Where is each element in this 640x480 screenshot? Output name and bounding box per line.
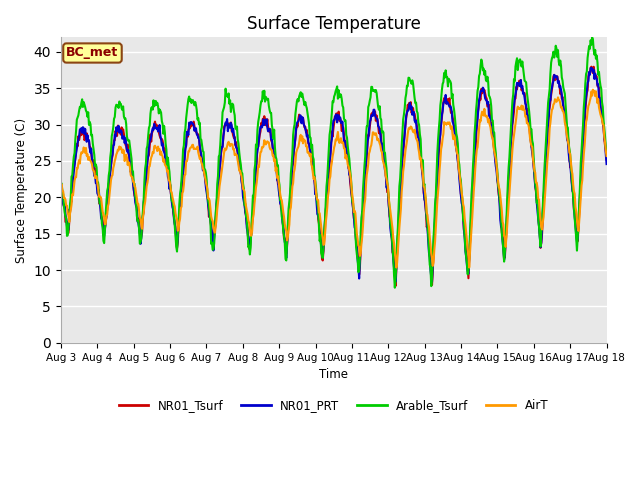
NR01_Tsurf <box>401 131 408 136</box>
Arable_Tsurf <box>401 105 408 111</box>
Legend: NR01_Tsurf, NR01_PRT, Arable_Tsurf, AirT: NR01_Tsurf, NR01_PRT, Arable_Tsurf, AirT <box>114 395 553 417</box>
Arable_Tsurf <box>588 35 596 40</box>
AirT <box>417 155 424 160</box>
NR01_PRT <box>428 279 436 285</box>
Line: NR01_PRT: NR01_PRT <box>61 68 607 282</box>
NR01_PRT <box>207 223 215 228</box>
AirT <box>589 87 596 93</box>
NR01_PRT <box>57 180 65 186</box>
NR01_PRT <box>123 147 131 153</box>
Arable_Tsurf <box>57 181 65 187</box>
NR01_Tsurf <box>603 156 611 162</box>
NR01_PRT <box>588 65 595 71</box>
AirT <box>123 155 131 160</box>
NR01_PRT <box>400 138 408 144</box>
NR01_Tsurf <box>392 283 399 289</box>
AirT <box>603 153 611 159</box>
AirT <box>67 207 75 213</box>
Arable_Tsurf <box>417 136 424 142</box>
Arable_Tsurf <box>179 163 186 168</box>
AirT <box>207 214 215 219</box>
X-axis label: Time: Time <box>319 368 348 381</box>
Arable_Tsurf <box>391 285 399 290</box>
NR01_Tsurf <box>179 178 186 183</box>
AirT <box>179 190 186 196</box>
NR01_Tsurf <box>123 148 131 154</box>
AirT <box>57 183 65 189</box>
Arable_Tsurf <box>67 194 75 200</box>
AirT <box>392 264 400 270</box>
NR01_Tsurf <box>67 204 75 209</box>
Text: BC_met: BC_met <box>67 47 118 60</box>
Line: NR01_Tsurf: NR01_Tsurf <box>61 67 607 286</box>
NR01_Tsurf <box>57 185 65 191</box>
NR01_PRT <box>603 161 611 167</box>
NR01_PRT <box>179 177 186 182</box>
NR01_Tsurf <box>588 64 595 70</box>
Arable_Tsurf <box>603 150 611 156</box>
Title: Surface Temperature: Surface Temperature <box>247 15 420 33</box>
Y-axis label: Surface Temperature (C): Surface Temperature (C) <box>15 118 28 263</box>
NR01_PRT <box>416 149 424 155</box>
NR01_PRT <box>67 200 75 205</box>
AirT <box>401 155 408 161</box>
Arable_Tsurf <box>207 241 215 247</box>
Arable_Tsurf <box>123 134 131 140</box>
NR01_Tsurf <box>207 225 215 230</box>
Line: AirT: AirT <box>61 90 607 267</box>
NR01_Tsurf <box>417 153 424 159</box>
Line: Arable_Tsurf: Arable_Tsurf <box>61 37 607 288</box>
